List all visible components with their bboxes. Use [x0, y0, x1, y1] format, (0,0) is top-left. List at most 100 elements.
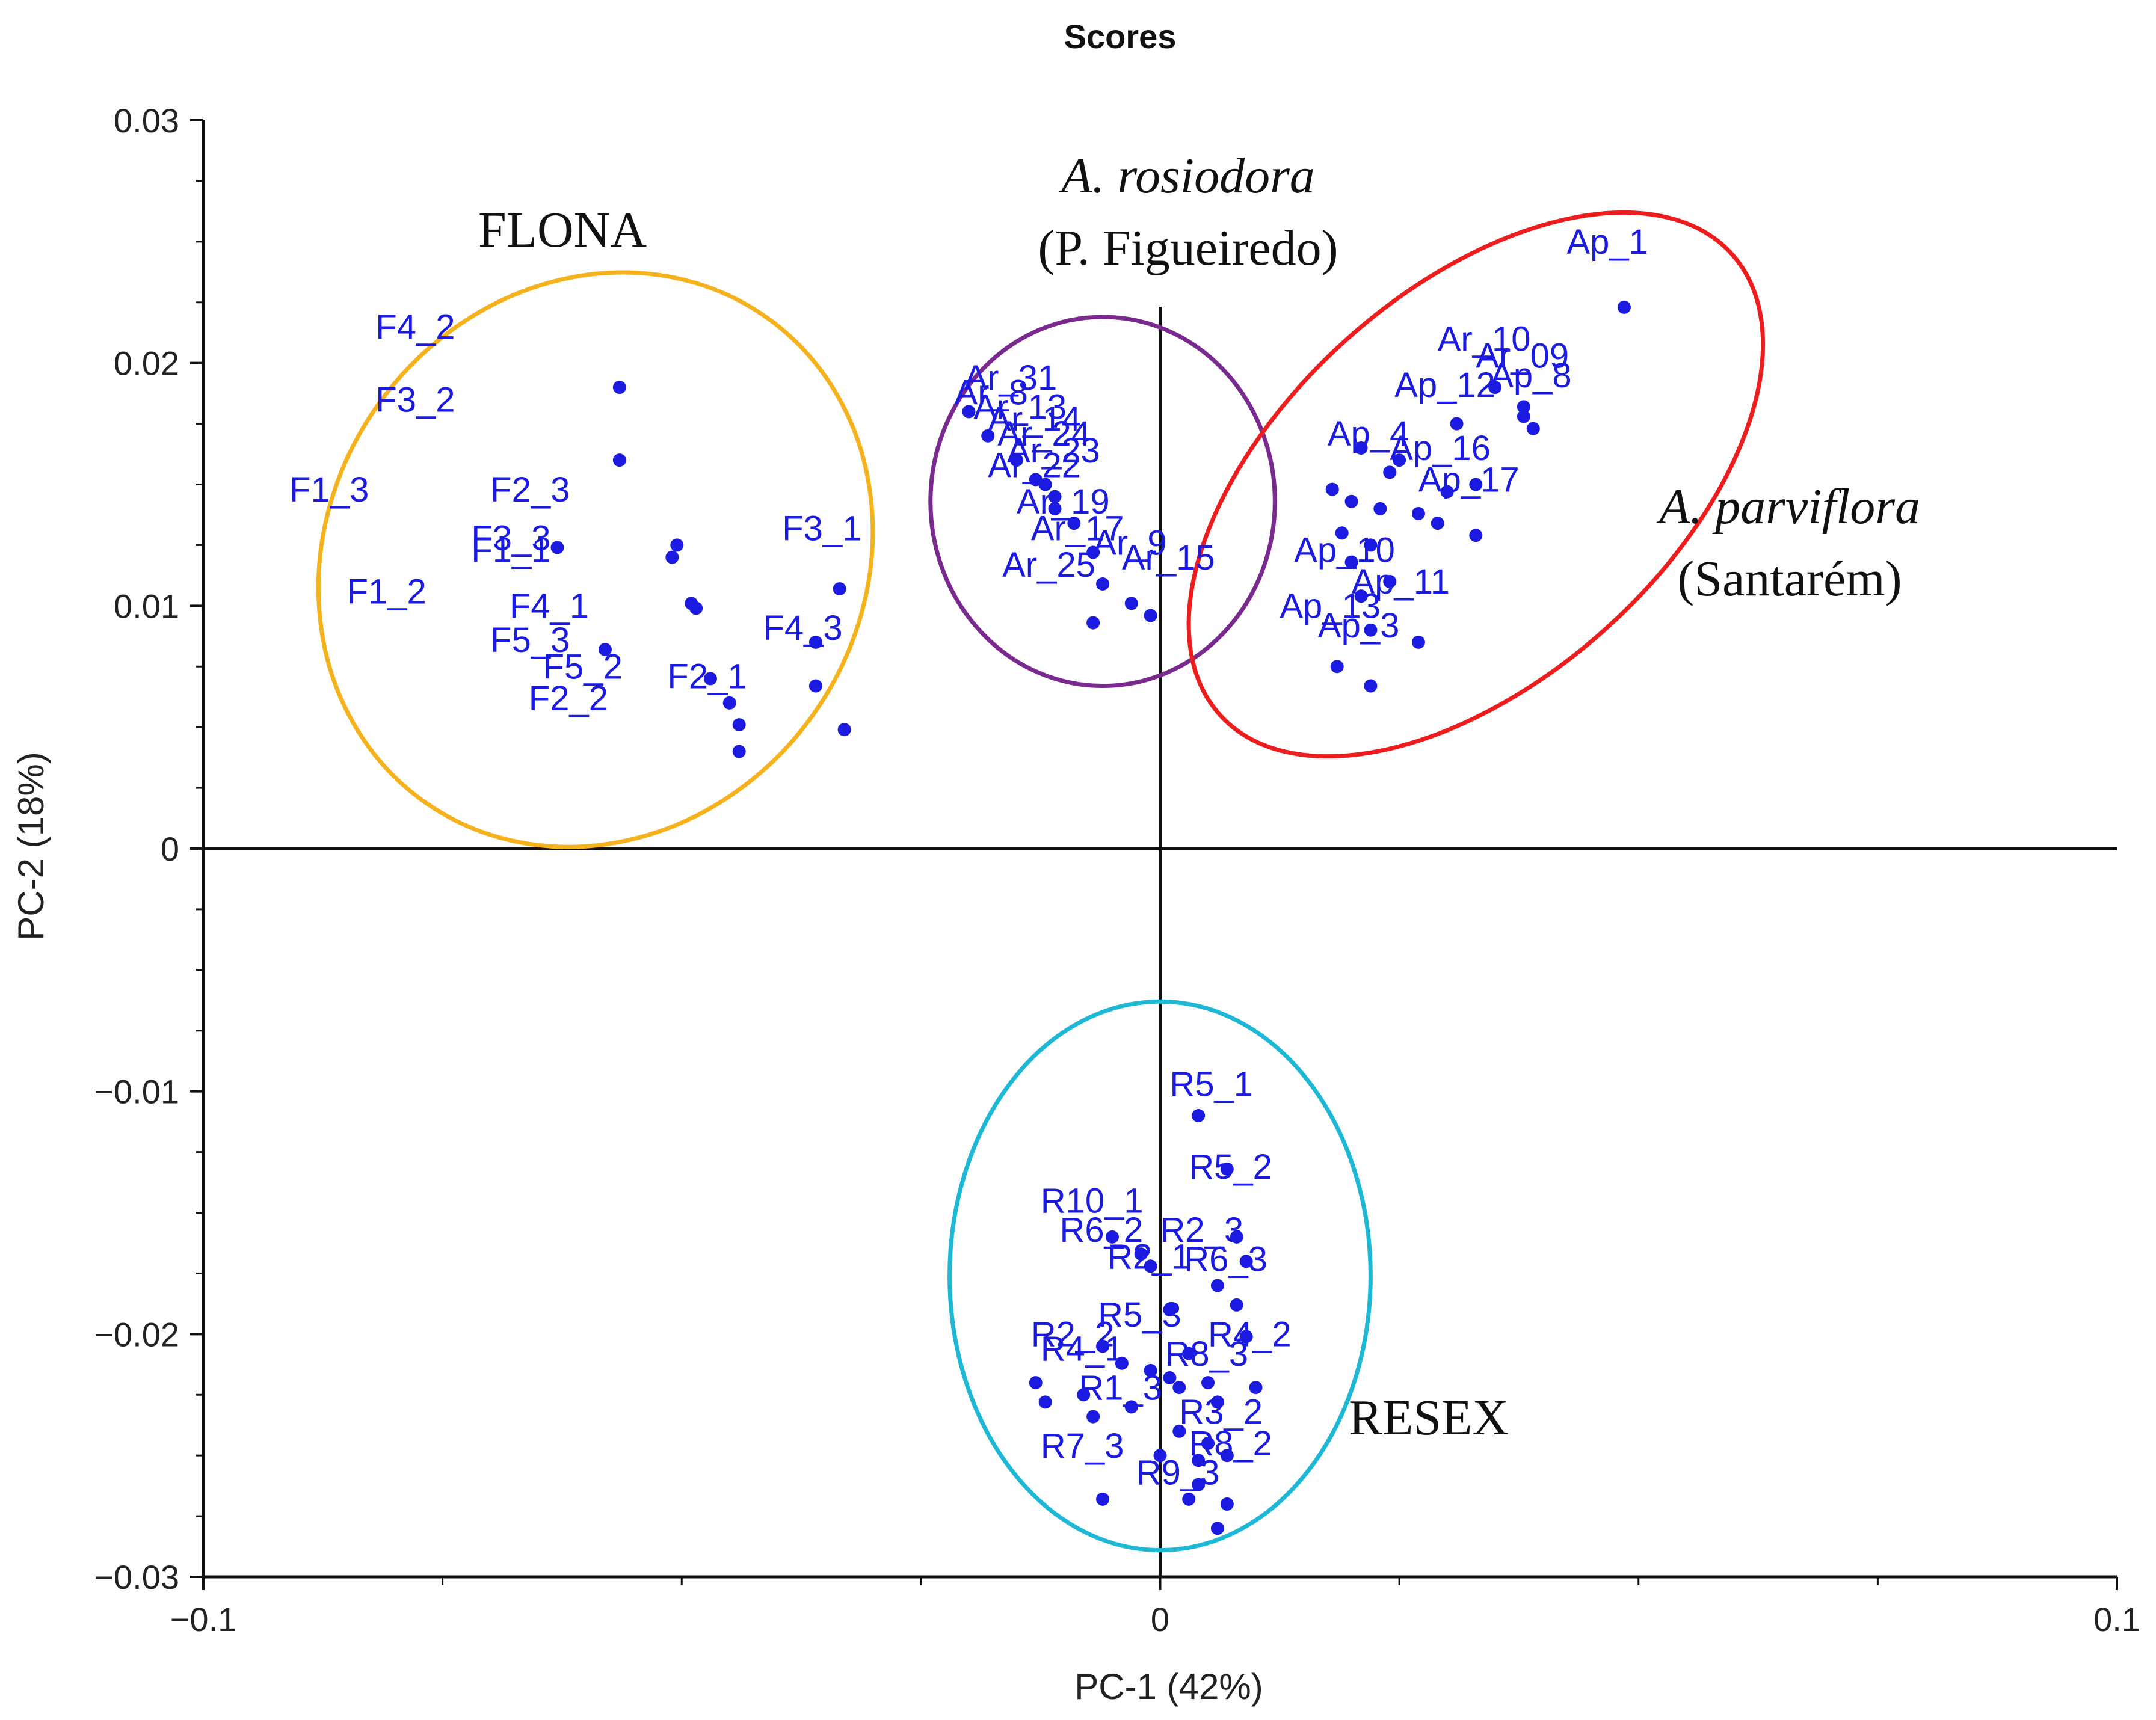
- data-point: [1086, 545, 1100, 559]
- data-point: [1163, 1371, 1177, 1384]
- data-point: [1364, 679, 1378, 693]
- data-point: [1469, 478, 1483, 491]
- data-point: [550, 541, 564, 554]
- data-point: [1249, 1381, 1263, 1395]
- data-point: [1124, 1400, 1138, 1414]
- point-label: R3_2: [1179, 1393, 1263, 1432]
- point-label: Ar_22: [988, 446, 1081, 485]
- data-point: [1172, 1381, 1186, 1395]
- data-point: [1383, 465, 1397, 479]
- point-label: Ap_4: [1328, 414, 1409, 453]
- data-point: [612, 453, 626, 467]
- data-point: [1038, 478, 1052, 491]
- point-label: R6_2: [1059, 1211, 1143, 1250]
- data-point: [1134, 1247, 1148, 1261]
- point-label: Ar_9: [1093, 524, 1167, 563]
- data-point: [1115, 1356, 1129, 1370]
- data-point: [670, 538, 684, 552]
- group-ellipse-0: [316, 270, 875, 849]
- point-label: R2_3: [1160, 1211, 1244, 1250]
- data-point: [665, 550, 679, 564]
- data-point: [837, 723, 851, 737]
- data-point: [1096, 577, 1110, 591]
- data-point: [1182, 1492, 1196, 1506]
- x-axis-title: PC-1 (42%): [1074, 1666, 1263, 1707]
- data-point: [981, 429, 995, 443]
- data-point: [1344, 494, 1358, 508]
- point-label: Ap_13: [1280, 587, 1381, 626]
- point-label: R2_2: [1031, 1315, 1115, 1354]
- point-label: Ar_14: [988, 400, 1081, 439]
- point-label: Ap_11: [1352, 562, 1450, 601]
- point-label: R5_2: [1189, 1147, 1272, 1187]
- point-label: Ar_09: [1476, 337, 1569, 376]
- data-point: [1048, 502, 1062, 515]
- data-point: [1517, 400, 1530, 414]
- data-point: [1172, 1424, 1186, 1438]
- y-axis-title: PC-2 (18%): [11, 752, 51, 940]
- point-label: F4_1: [510, 587, 589, 626]
- data-point: [1153, 1449, 1167, 1463]
- group-label: (Santarém): [1677, 551, 1902, 607]
- data-point: [1086, 1410, 1100, 1424]
- data-point: [1393, 453, 1406, 467]
- data-point: [1077, 1388, 1091, 1402]
- point-label: F2_2: [529, 679, 608, 718]
- data-point: [962, 405, 976, 419]
- data-point: [1344, 555, 1358, 569]
- point-label: F2_1: [667, 657, 747, 696]
- point-label: R4_2: [1208, 1315, 1292, 1354]
- point-label: R8_3: [1165, 1335, 1248, 1374]
- data-point: [808, 679, 822, 693]
- data-point: [1192, 1109, 1206, 1123]
- point-label: Ar_25: [1002, 545, 1095, 585]
- data-point: [1038, 1395, 1052, 1409]
- point-label: R7_3: [1041, 1427, 1124, 1466]
- point-label: Ap_1: [1566, 223, 1648, 262]
- y-tick-label: −0.01: [94, 1073, 179, 1111]
- data-point: [1201, 1376, 1215, 1390]
- point-label: F4_3: [763, 609, 842, 648]
- data-point: [1431, 517, 1444, 530]
- data-point: [612, 381, 626, 395]
- data-point: [1105, 1230, 1119, 1244]
- data-point: [1182, 1347, 1196, 1360]
- y-tick-label: −0.02: [94, 1315, 179, 1353]
- point-label: Ap_12: [1394, 366, 1495, 405]
- point-label: Ap_8: [1490, 356, 1571, 395]
- point-label: F2_3: [490, 470, 570, 509]
- data-point: [1086, 616, 1100, 630]
- data-point: [1325, 482, 1339, 496]
- point-label: F3_2: [375, 380, 455, 419]
- point-label: F1_3: [289, 470, 369, 509]
- point-label: F1_1: [471, 531, 550, 570]
- y-tick-label: 0.02: [114, 345, 179, 382]
- data-point: [1411, 635, 1425, 649]
- point-label: Ap_3: [1318, 606, 1399, 645]
- data-point: [1364, 538, 1378, 552]
- data-point: [1067, 517, 1081, 530]
- point-label: Ap_16: [1390, 429, 1491, 468]
- data-point: [689, 601, 703, 615]
- point-label: Ar_15: [1122, 538, 1215, 577]
- data-point: [1009, 453, 1023, 467]
- point-label: R5_1: [1169, 1065, 1253, 1104]
- point-label: R10_1: [1041, 1182, 1144, 1221]
- point-label: R8_2: [1189, 1424, 1272, 1463]
- data-point: [1239, 1255, 1253, 1268]
- point-label: R6_3: [1184, 1239, 1267, 1279]
- data-point: [1144, 1363, 1157, 1377]
- point-label: Ap_17: [1418, 461, 1520, 500]
- point-label: R9_3: [1136, 1454, 1220, 1493]
- y-tick-label: −0.03: [94, 1558, 179, 1596]
- point-label: F4_2: [375, 307, 455, 346]
- data-point: [1364, 623, 1378, 637]
- x-tick-label: −0.1: [170, 1600, 237, 1638]
- y-tick-label: 0: [161, 830, 179, 868]
- point-label: R4_1: [1041, 1330, 1124, 1369]
- data-point: [1144, 1259, 1157, 1273]
- data-point: [833, 582, 846, 596]
- data-point: [1220, 1497, 1234, 1511]
- data-point: [1330, 660, 1344, 674]
